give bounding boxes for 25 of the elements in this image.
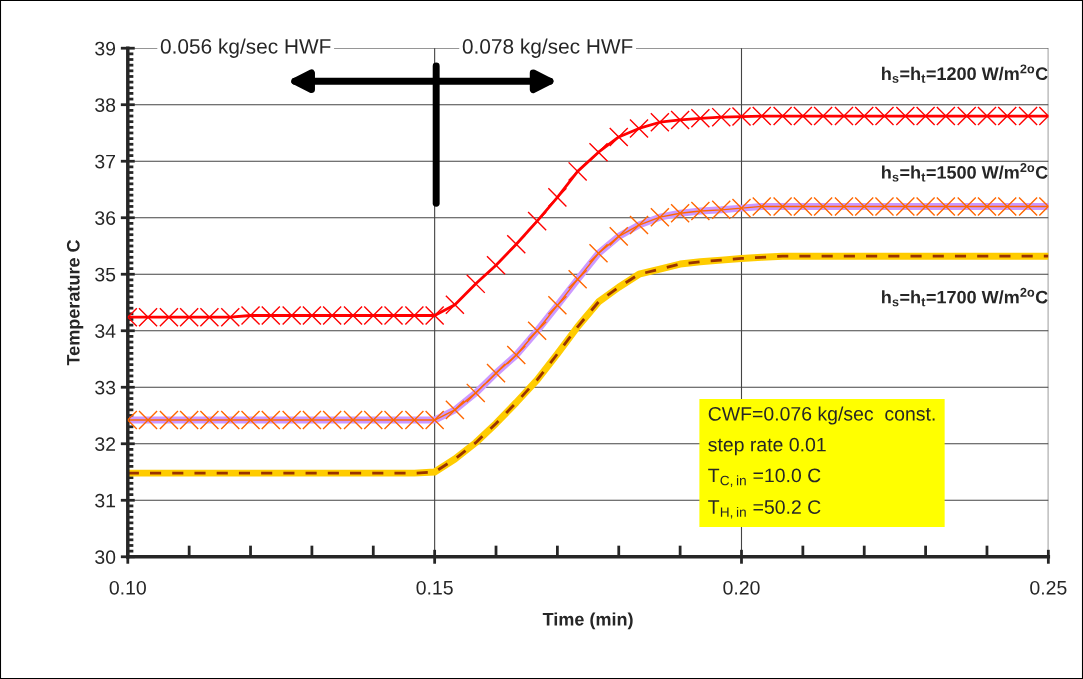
y-tick-label: 30 (95, 550, 116, 565)
x-tick-label: 0.15 (416, 580, 453, 595)
x-tick-label: 0.25 (1030, 580, 1067, 595)
x-axis-title: Time (min) (542, 612, 633, 630)
y-tick-label: 31 (95, 493, 116, 508)
y-tick-label: 38 (95, 98, 116, 112)
annotation: T$_{H,in}$ =50.2 C (708, 500, 821, 519)
y-tick-label: 33 (95, 380, 116, 395)
y-tick-label: 32 (95, 437, 116, 451)
y-tick-label: 37 (95, 154, 116, 169)
annotation: T$_{C,in}$ =10.0 C (708, 468, 821, 487)
annotation: 0.078 kg/sec HWF (462, 38, 633, 58)
annotation: CWF=0.076 kg/sec const. (708, 406, 935, 425)
y-axis-title: Temperature C (66, 239, 84, 366)
series-label: h$_{s}$=h$_{t}$=1500 W/m$^{2o}$C (882, 163, 1048, 182)
x-tick-label: 0.10 (109, 580, 146, 595)
series-label: h$_{s}$=h$_{t}$=1700 W/m$^{2o}$C (882, 287, 1048, 307)
x-tick-label: 0.20 (723, 580, 760, 595)
y-tick-label: 34 (95, 324, 116, 338)
y-tick-label: 39 (95, 41, 116, 56)
annotation: 0.056 kg/sec HWF (160, 38, 331, 58)
y-tick-label: 36 (95, 211, 116, 225)
series-label: h$_{s}$=h$_{t}$=1200 W/m$^{2o}$C (882, 64, 1048, 83)
annotation: step rate 0.01 (708, 437, 826, 456)
y-tick-label: 35 (95, 267, 116, 282)
